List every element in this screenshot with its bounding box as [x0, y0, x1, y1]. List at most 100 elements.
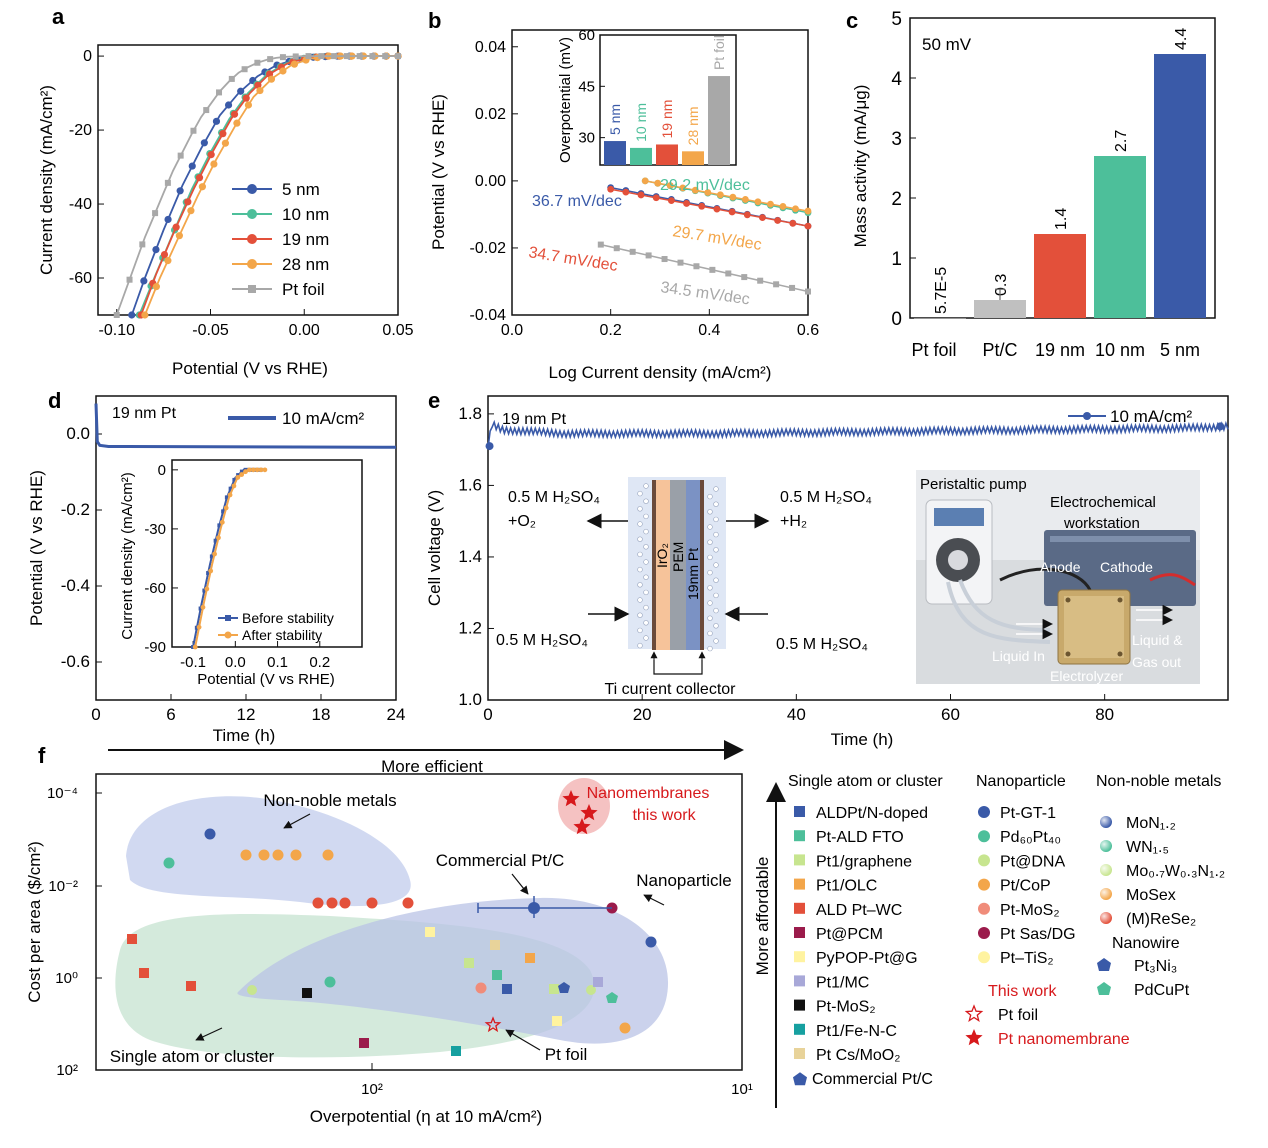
point-pt-pcm: [359, 1038, 369, 1048]
panel-a-ylabel: Current density (mA/cm²): [37, 85, 56, 275]
photo-bolt-2: [1117, 597, 1123, 603]
d-xtick-label-1: 6: [166, 705, 175, 724]
point-commercial-ptc: [528, 902, 540, 914]
bubble-right-10: [713, 562, 719, 568]
f-legend-marker-1-9: [794, 1023, 805, 1035]
a-series-line-2: [140, 55, 398, 316]
legend-marker-pt-nanomembrane: [965, 1029, 983, 1046]
bubble-left-11: [637, 566, 643, 573]
point-pdcupt: [606, 992, 618, 1003]
di-point-0-13: [239, 469, 244, 474]
di-xtick-label-2: 0.1: [267, 654, 288, 671]
a-legend-marker-0: [247, 184, 257, 194]
bubble-left-16: [643, 604, 649, 611]
panel-d-ylabel: Potential (V vs RHE): [27, 470, 46, 626]
b-point-2-0: [607, 185, 615, 193]
c-ytick-label-3: 3: [891, 129, 902, 150]
legend-header-nanowire: Nanowire: [1112, 935, 1180, 952]
bubble-right-3: [707, 509, 713, 515]
b-point-4-2: [629, 248, 636, 255]
f-legend-marker-1-0: [794, 806, 805, 817]
panel-f-chart: More efficient: [25, 740, 1225, 1126]
panel-d-chart: 0 6 12 18 24 0.0 -0.2 -0.4 -0.6 19 nm Pt 10 mA/c…: [27, 395, 406, 745]
f-legend-marker-1-4: [794, 902, 805, 914]
bubble-right-8: [713, 547, 719, 553]
f-legend-text-1-1: Pt-ALD FTO: [816, 829, 904, 846]
b-point-2-9: [743, 211, 751, 219]
b-point-4-7: [709, 266, 716, 273]
panel-e-legend: 10 mA/cm²: [1110, 407, 1193, 426]
photo-label-workstation1: Electrochemical: [1050, 494, 1156, 511]
a-point-4-10: [241, 66, 248, 73]
b-point-2-11: [774, 217, 782, 224]
photo-label-pump: Peristaltic pump: [920, 476, 1027, 493]
a-series-line-4: [115, 55, 398, 316]
e-xtick-label-0: 0: [483, 705, 492, 724]
a-xtick-label-1: -0.05: [192, 322, 229, 339]
panel-f-frame: [95, 773, 743, 1071]
bi-bar-label-1: 10 nm: [633, 103, 649, 142]
legend-marker-pt3ni3: [1097, 958, 1111, 971]
points-other: [127, 790, 657, 1056]
annotation-pt-foil-arrow: [505, 1029, 541, 1051]
f-legend-text-1-10: Pt Cs/MoO₂: [816, 1047, 900, 1064]
di-point-0-9: [224, 495, 229, 500]
point-pt-dna: [247, 985, 257, 995]
panel-b-xlabel: Log Current density (mA/cm²): [549, 363, 772, 382]
b-point-4-5: [677, 259, 684, 266]
c-ytick-label-1: 1: [891, 249, 902, 270]
b-xtick-label-3: 0.6: [797, 322, 819, 339]
f-legend-marker-2-1: [978, 830, 990, 843]
b-point-3-5: [704, 189, 712, 196]
a-series-line-3: [144, 55, 398, 316]
bubble-right-2: [713, 501, 719, 507]
a-point-4-21: [382, 53, 389, 60]
point-rese2-1: [312, 897, 324, 909]
a-point-3-1: [152, 283, 160, 291]
b-point-3-2: [666, 182, 674, 189]
inset-d-xlabel: Potential (V vs RHE): [197, 671, 335, 688]
a-point-2-4: [184, 198, 192, 206]
panel-d-legend: 10 mA/cm²: [282, 409, 365, 428]
point-pt-dna-2: [586, 985, 596, 995]
point-pt-mos2-sa: [302, 988, 312, 998]
bubble-right-20: [713, 638, 719, 644]
point-pt1-mc: [593, 977, 603, 987]
di-point-0-7: [217, 523, 222, 528]
schematic-iro2-layer: [656, 480, 670, 650]
point-mosex-4: [290, 849, 302, 861]
annotation-pt-foil: Pt foil: [545, 1045, 588, 1064]
bubble-left-18: [643, 620, 649, 626]
e-series-line: [487, 419, 1229, 449]
c-bar-0: [914, 317, 966, 319]
inset-d-legend-marker-before: [225, 615, 231, 621]
d-xtick-label-3: 18: [312, 705, 331, 724]
inset-d-frame: [171, 459, 363, 648]
di-point-1-18: [262, 467, 268, 473]
d-xtick-label-4: 24: [387, 705, 406, 724]
a-xtick-label-0: -0.10: [99, 322, 136, 339]
di-point-1-3: [204, 586, 210, 592]
a-point-4-0: [113, 312, 120, 318]
bubble-right-18: [713, 623, 719, 629]
c-bar-2: [1034, 234, 1086, 318]
b-point-4-13: [805, 288, 811, 295]
point-pt1-graphene: [464, 958, 474, 968]
b-ytick-label-3: -0.02: [470, 240, 507, 257]
panel-c-ylabel: Mass activity (mA/μg): [851, 85, 870, 248]
panel-b-ylabel: Potential (V vs RHE): [429, 94, 448, 250]
bubble-left-2: [643, 498, 649, 504]
bubble-left-9: [637, 551, 643, 558]
a-point-3-11: [267, 75, 276, 83]
b-point-3-8: [741, 196, 749, 203]
a-legend-marker-1: [247, 209, 257, 219]
photo-tube-2: [946, 581, 1051, 644]
b-point-2-12: [789, 219, 797, 227]
f-legend-text-1-5: Pt@PCM: [816, 926, 883, 943]
di-point-1-15: [250, 467, 256, 473]
bi-bar-label-2: 19 nm: [659, 100, 675, 139]
panel-b-chart: 0.0 0.2 0.4 0.6 0.04 0.02 0.00 -0.02 -0.04 36.7 …: [429, 27, 819, 382]
point-ald-pt-wc-3: [186, 981, 196, 991]
f-legend-text-1-6: PyPOP-Pt@G: [816, 950, 918, 967]
a-point-4-1: [126, 276, 133, 283]
